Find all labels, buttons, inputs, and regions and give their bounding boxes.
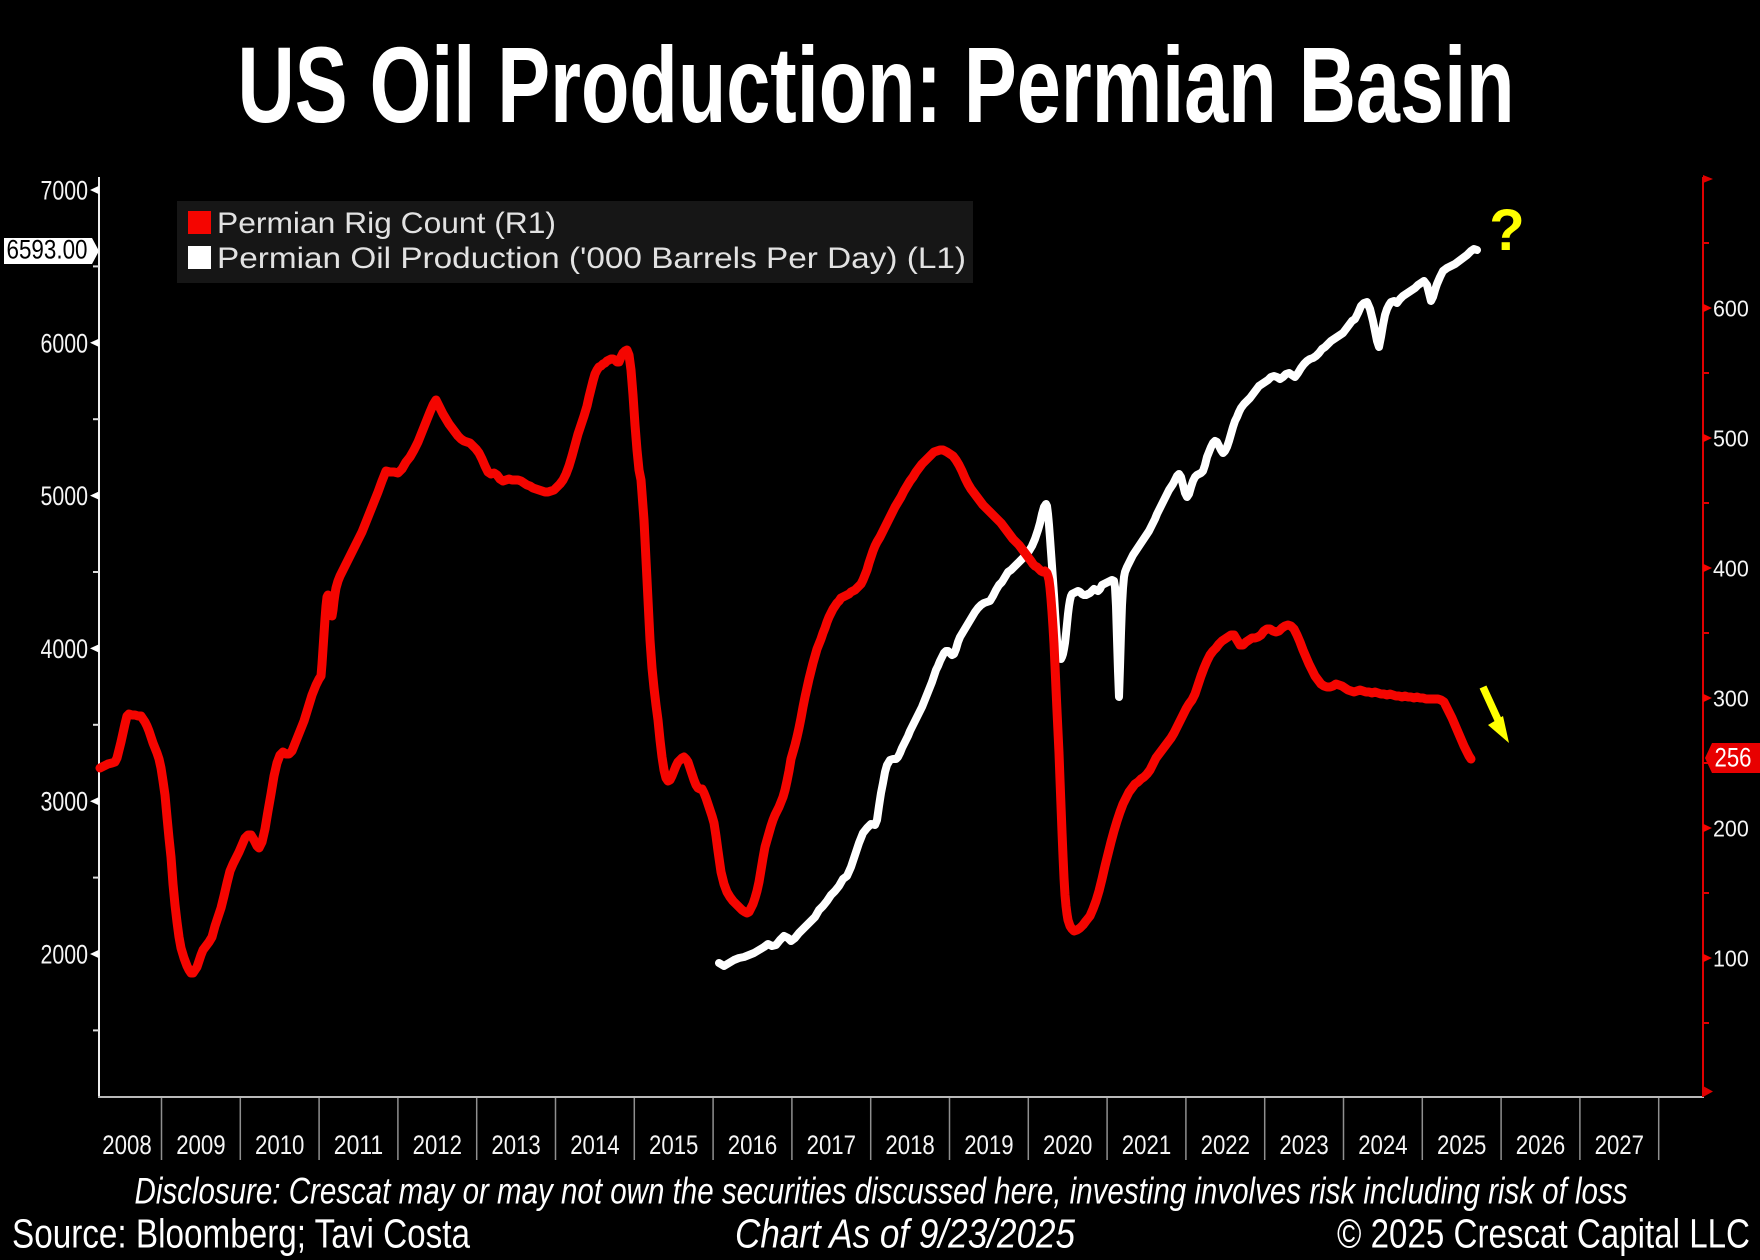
- svg-text:6000: 6000: [41, 328, 89, 358]
- svg-text:Source: Bloomberg; Tavi Costa: Source: Bloomberg; Tavi Costa: [12, 1211, 470, 1257]
- svg-text:2017: 2017: [807, 1130, 856, 1160]
- svg-text:300: 300: [1713, 686, 1749, 712]
- svg-text:2010: 2010: [255, 1130, 304, 1160]
- svg-text:2023: 2023: [1279, 1130, 1328, 1160]
- svg-text:2015: 2015: [649, 1130, 698, 1160]
- svg-text:© 2025 Crescat Capital LLC: © 2025 Crescat Capital LLC: [1337, 1211, 1750, 1257]
- svg-text:200: 200: [1713, 816, 1749, 842]
- svg-text:2009: 2009: [176, 1130, 225, 1160]
- svg-text:2000: 2000: [41, 940, 89, 970]
- svg-text:2021: 2021: [1122, 1130, 1171, 1160]
- svg-text:2019: 2019: [964, 1130, 1013, 1160]
- svg-text:256: 256: [1715, 743, 1752, 773]
- svg-text:2016: 2016: [728, 1130, 777, 1160]
- svg-text:2025: 2025: [1437, 1130, 1486, 1160]
- svg-text:2027: 2027: [1595, 1130, 1644, 1160]
- svg-text:7000: 7000: [41, 176, 89, 206]
- svg-text:5000: 5000: [41, 481, 89, 511]
- svg-text:Permian Rig Count (R1): Permian Rig Count (R1): [217, 207, 556, 240]
- svg-text:6593.00: 6593.00: [7, 235, 88, 265]
- svg-text:2022: 2022: [1201, 1130, 1250, 1160]
- svg-text:2012: 2012: [413, 1130, 462, 1160]
- svg-text:2011: 2011: [334, 1130, 383, 1160]
- svg-text:400: 400: [1713, 556, 1749, 582]
- svg-text:2024: 2024: [1358, 1130, 1408, 1160]
- svg-text:4000: 4000: [41, 634, 89, 664]
- svg-text:2014: 2014: [570, 1130, 620, 1160]
- svg-text:2020: 2020: [1043, 1130, 1092, 1160]
- svg-text:3000: 3000: [41, 787, 89, 817]
- svg-text:?: ?: [1489, 198, 1524, 263]
- svg-text:2026: 2026: [1516, 1130, 1565, 1160]
- svg-text:100: 100: [1713, 946, 1749, 972]
- svg-text:Permian Oil Production ('000 B: Permian Oil Production ('000 Barrels Per…: [217, 242, 966, 275]
- svg-text:Disclosure: Crescat may or may: Disclosure: Crescat may or may not own t…: [135, 1171, 1628, 1212]
- svg-text:Chart As of 9/23/2025: Chart As of 9/23/2025: [735, 1211, 1075, 1257]
- svg-text:500: 500: [1713, 426, 1749, 452]
- svg-text:2013: 2013: [491, 1130, 540, 1160]
- svg-text:2008: 2008: [102, 1130, 151, 1160]
- svg-text:2018: 2018: [885, 1130, 934, 1160]
- svg-text:600: 600: [1713, 296, 1749, 322]
- svg-text:US Oil Production: Permian Bas: US Oil Production: Permian Basin: [238, 24, 1515, 145]
